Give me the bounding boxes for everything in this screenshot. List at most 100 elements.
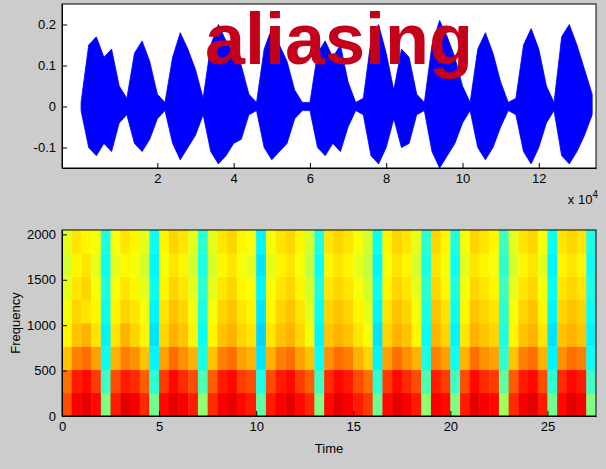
spectrogram-cell	[509, 346, 519, 370]
spectrogram-cell	[295, 370, 305, 394]
spectrogram-cell	[227, 253, 237, 277]
spectrogram-cell	[344, 346, 354, 370]
spectrogram-cell	[470, 346, 480, 370]
spectrogram-cell	[237, 277, 247, 301]
spectrogram-cell	[547, 323, 557, 347]
spectrogram-cell	[227, 230, 237, 254]
spectrogram-cell	[237, 230, 247, 254]
spectrogram-cell	[460, 253, 470, 277]
tick-mark	[62, 416, 67, 417]
spectrogram-cell	[62, 346, 72, 370]
spectrogram-cell	[295, 346, 305, 370]
spectrogram-cell	[528, 393, 538, 416]
spectrogram-cell	[577, 370, 587, 394]
spectrogram-cell	[246, 300, 256, 324]
spectrogram-cell	[499, 300, 509, 324]
spectrogram-cell	[450, 346, 460, 370]
spectrogram-cell	[538, 393, 548, 416]
spectrogram-cell	[198, 393, 208, 416]
spectrogram-cell	[421, 277, 431, 301]
tick: 15	[347, 411, 361, 434]
spectrogram-cell	[149, 346, 159, 370]
spectrogram-cell	[518, 323, 528, 347]
spectrogram-cell	[392, 346, 402, 370]
spectrogram-cell	[140, 230, 150, 254]
spectrogram-cell	[538, 346, 548, 370]
tick-mark	[62, 234, 67, 235]
spectrogram-cell	[149, 300, 159, 324]
spectrogram-cell	[421, 300, 431, 324]
spectrogram-cell	[382, 230, 392, 254]
spectrogram-cell	[305, 370, 315, 394]
spectrogram-cell	[149, 370, 159, 394]
spectrogram-cell	[334, 277, 344, 301]
spectrogram-cell	[198, 323, 208, 347]
spectrogram-cell	[382, 393, 392, 416]
spectrogram-cell	[140, 393, 150, 416]
spectrogram-cell	[334, 393, 344, 416]
tick-mark	[62, 325, 67, 326]
spectrogram-cell	[538, 253, 548, 277]
spectrogram-cell	[586, 300, 596, 324]
spectrogram-cell	[237, 370, 247, 394]
spectrogram-cell	[479, 230, 489, 254]
spectrogram-cell	[509, 370, 519, 394]
spectrogram-cell	[179, 300, 189, 324]
spectrogram-cell	[179, 277, 189, 301]
spectrogram-cell	[217, 300, 227, 324]
spectrogram-cell	[402, 323, 412, 347]
spectrogram-cell	[276, 277, 286, 301]
tick-mark	[62, 107, 67, 108]
tick: 6	[307, 163, 314, 186]
spectrogram-cell	[344, 277, 354, 301]
tick-label: 20	[444, 419, 458, 434]
spectrogram-cell	[518, 300, 528, 324]
spectrogram-cell	[577, 323, 587, 347]
spectrogram-cell	[402, 230, 412, 254]
spectrogram-cell	[402, 277, 412, 301]
spectrogram-cell	[577, 277, 587, 301]
spectrogram-cell	[460, 323, 470, 347]
spectrogram-cell	[577, 230, 587, 254]
spectrogram-cell	[450, 393, 460, 416]
spectrogram-cell	[198, 370, 208, 394]
spectrogram-cell	[305, 230, 315, 254]
spectrogram-cell	[470, 370, 480, 394]
tick: -0.1	[34, 140, 67, 155]
spectrogram-cell	[111, 393, 121, 416]
spectrogram-cell	[353, 393, 363, 416]
spectrogram-cell	[450, 230, 460, 254]
tick-label: 500	[34, 363, 56, 378]
spectrogram-cell	[538, 277, 548, 301]
spectrogram-cell	[256, 393, 266, 416]
spectrogram-cell	[334, 346, 344, 370]
spectrogram-cell	[72, 393, 82, 416]
spectrogram-cell	[412, 277, 422, 301]
spectrogram-cell	[557, 253, 567, 277]
spectrogram-cell	[324, 230, 334, 254]
spectrogram-cell	[334, 300, 344, 324]
spectrogram-cell	[412, 393, 422, 416]
spectrogram-cell	[169, 253, 179, 277]
spectrogram-cell	[314, 230, 324, 254]
y-axis: 0500100015002000	[27, 227, 67, 424]
tick: 10	[249, 411, 263, 434]
spectrogram-cell	[450, 277, 460, 301]
spectrogram-cell	[140, 300, 150, 324]
spectrogram-cell	[373, 230, 383, 254]
spectrogram-cell	[227, 370, 237, 394]
spectrogram-cell	[499, 253, 509, 277]
spectrogram-cell	[159, 230, 169, 254]
spectrogram-cell	[140, 370, 150, 394]
spectrogram-cell	[479, 300, 489, 324]
spectrogram-cell	[557, 230, 567, 254]
spectrogram-cell	[130, 277, 140, 301]
tick-label: 0.1	[38, 58, 56, 73]
x-axis-title: Time	[315, 441, 343, 456]
tick-label: 1500	[27, 272, 56, 287]
spectrogram-cell	[120, 277, 130, 301]
spectrogram-cell	[479, 323, 489, 347]
spectrogram-cell	[217, 277, 227, 301]
spectrogram-cell	[547, 346, 557, 370]
spectrogram-cell	[353, 277, 363, 301]
